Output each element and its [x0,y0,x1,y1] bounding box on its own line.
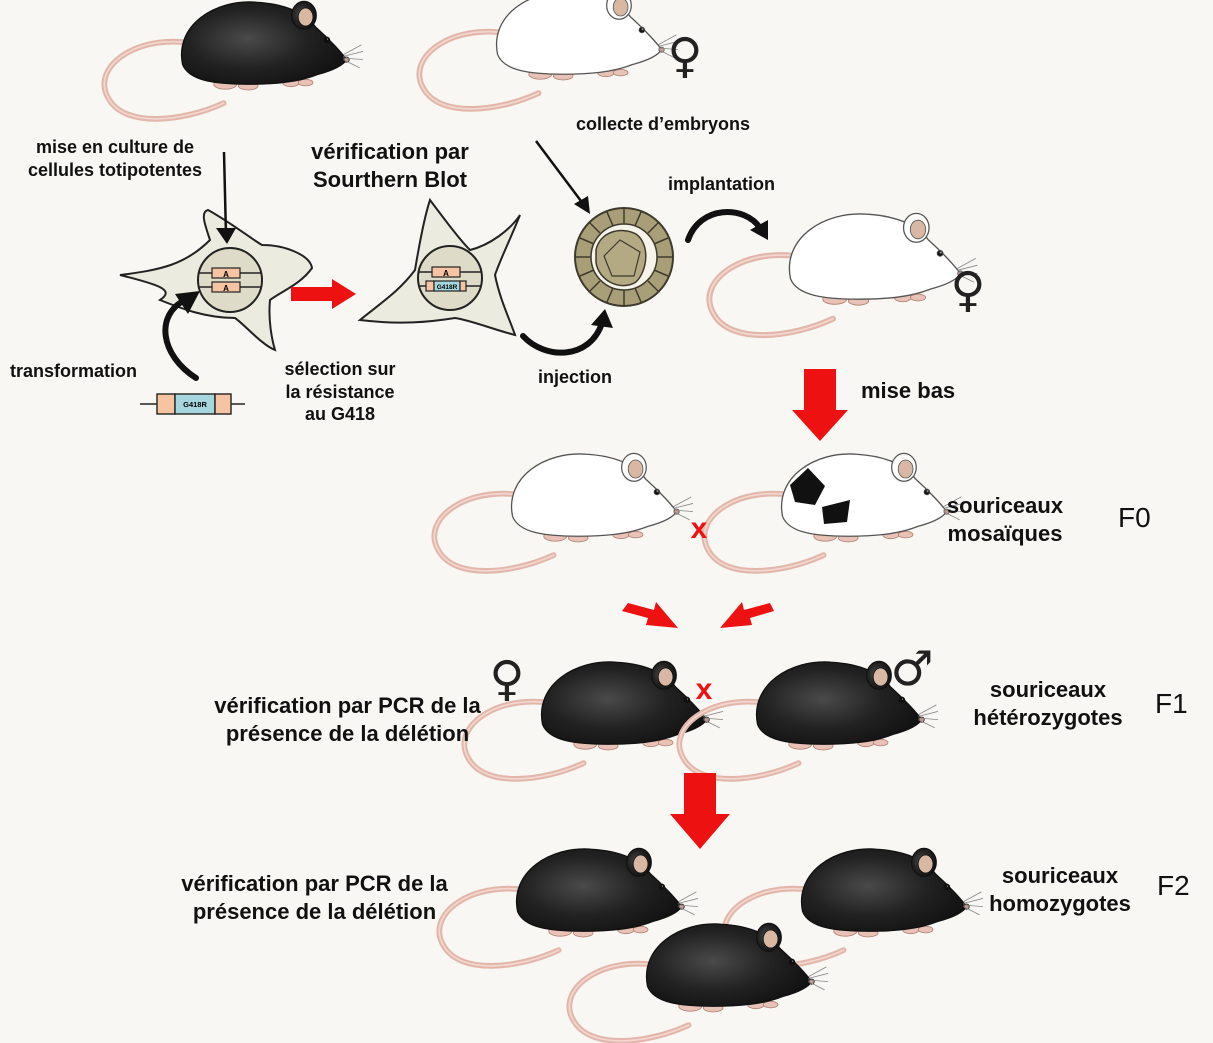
red-arrow-selection [291,279,356,309]
female-symbol-collecte: ♀ [667,28,702,84]
marker-label-cell: G418R [437,284,458,291]
label-southern-line1: vérification par [311,139,469,164]
blastocyst-embryo [574,207,674,307]
red-arrow-mise-bas [792,369,848,441]
label-implantation: implantation [668,174,775,194]
label-selection: sélection sur la résistance au G418 [270,358,410,426]
label-pcr-f2: vérification par PCR de la présence de l… [162,870,467,925]
marker-label-construct: G418R [183,400,207,409]
red-arrow-f0-right [720,602,774,628]
white-mouse-f0-wildtype [434,453,693,570]
label-pcr-f1: vérification par PCR de la présence de l… [195,692,500,747]
label-selection-line3: au G418 [304,404,376,424]
label-collecte: collecte d’embryons [576,114,751,134]
g418r-construct: G418R [140,393,245,415]
label-pcr-f2-line1: vérification par PCR de la [181,871,448,896]
black-mouse-donor [104,1,363,118]
label-southern-line2: Sourthern Blot [313,166,467,192]
black-mouse-f2-bottom [569,923,828,1040]
label-homozygotes: souriceaux homozygotes [970,862,1150,917]
chimera-black-patch [790,468,825,505]
generation-f2: F2 [1157,870,1190,901]
label-mosaiques: souriceaux mosaïques [930,492,1080,547]
label-heterozygotes: souriceaux hétérozygotes [958,676,1138,731]
label-mise-bas: mise bas [861,378,956,403]
label-mosaiques-line1: souriceaux [946,493,1064,518]
label-homozygotes-line2: homozygotes [989,890,1131,916]
label-heterozygotes-line2: hétérozygotes [973,704,1123,730]
label-southern: vérification par Sourthern Blot [295,138,485,193]
white-mouse-recipient [709,213,977,335]
generation-f1: F1 [1155,688,1188,719]
label-pcr-f2-line2: présence de la délétion [192,898,437,924]
injection-curved-arrow [520,309,613,356]
label-mosaiques-line2: mosaïques [947,520,1063,546]
collecte-arrow [535,140,590,214]
gene-a-label-3: A [443,269,449,278]
female-symbol-f1: ♀ [489,651,524,707]
label-culture: mise en culture de cellules totipotentes [10,136,220,181]
label-selection-line1: sélection sur [284,359,396,379]
culture-arrow [216,151,236,244]
label-transformation: transformation [10,361,138,381]
label-pcr-f1-line1: vérification par PCR de la [214,693,481,718]
cross-symbol-f0: x [691,512,708,545]
label-pcr-f1-line2: présence de la délétion [225,720,470,746]
label-homozygotes-line1: souriceaux [1001,863,1119,888]
female-symbol-recipient: ♀ [950,262,985,318]
chimera-black-patch-2 [822,500,850,524]
male-symbol-f1: ♂ [890,641,933,697]
stem-cell-2: A G418R [357,197,521,337]
red-arrow-f0-left [622,602,678,628]
label-selection-line2: la résistance [285,381,395,402]
stem-cell-1: A A [119,208,314,352]
label-culture-line1: mise en culture de [35,137,195,157]
implantation-curved-arrow [685,209,768,243]
label-heterozygotes-line1: souriceaux [989,677,1107,702]
transformation-curved-arrow [162,291,200,381]
white-mouse-embryo-donor [419,0,678,109]
gene-a-label-2: A [223,284,229,293]
red-arrow-f2 [670,773,730,849]
label-injection: injection [538,367,613,387]
label-culture-line2: cellules totipotentes [27,159,203,180]
cross-symbol-f1: x [696,673,713,706]
generation-f0: F0 [1118,502,1151,533]
gene-a-label-1: A [223,270,229,279]
